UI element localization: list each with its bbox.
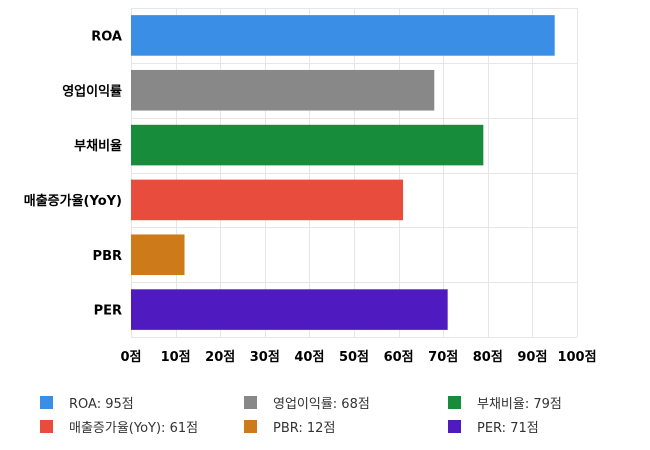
legend-item-debt-ratio: 부채비율: 79점 xyxy=(448,392,562,412)
x-tick-label: 80점 xyxy=(473,350,503,365)
tick-label-layer: 0점 10점 20점 30점 40점 50점 60점 70점 80점 90점 100점 xyxy=(120,350,596,365)
legend-swatch xyxy=(40,395,53,409)
x-tick-label: 100점 xyxy=(557,350,596,365)
legend-swatch xyxy=(40,419,53,433)
legend-swatch xyxy=(448,395,461,409)
category-label: PER xyxy=(94,304,122,319)
legend-label: 매출증가율(YoY): 61점 xyxy=(69,420,199,436)
category-label: 매출증가율(YoY) xyxy=(24,193,122,209)
x-tick-label: 20점 xyxy=(205,350,235,365)
legend-swatch xyxy=(244,419,257,433)
legend-item-roa: ROA: 95점 xyxy=(40,392,134,412)
x-tick-label: 0점 xyxy=(120,350,141,365)
x-tick-label: 90점 xyxy=(517,350,547,365)
x-tick-label: 30점 xyxy=(250,350,280,365)
legend-label: 영업이익률: 68점 xyxy=(273,396,370,412)
bar-4 xyxy=(131,234,185,276)
bar-layer xyxy=(131,15,555,330)
legend-swatch xyxy=(244,395,257,409)
category-label: PBR xyxy=(93,249,122,264)
legend: ROA: 95점 영업이익률: 68점 부채비율: 79점 매출증가율(YoY)… xyxy=(40,388,640,448)
bar-1 xyxy=(131,69,435,111)
legend-item-operating-margin: 영업이익률: 68점 xyxy=(244,392,370,412)
legend-label: PBR: 12점 xyxy=(273,420,336,436)
bar-3 xyxy=(131,179,404,221)
category-label: 영업이익률 xyxy=(62,83,122,99)
category-label: 부채비율 xyxy=(74,138,122,154)
legend-label: 부채비율: 79점 xyxy=(477,396,562,412)
legend-label: PER: 71점 xyxy=(477,420,539,436)
x-tick-label: 50점 xyxy=(339,350,369,365)
grid-layer xyxy=(131,8,578,338)
x-tick-label: 70점 xyxy=(428,350,458,365)
x-tick-label: 60점 xyxy=(384,350,414,365)
category-label: ROA xyxy=(91,29,122,44)
bar-5 xyxy=(131,289,448,330)
legend-label: ROA: 95점 xyxy=(69,396,134,412)
legend-item-per: PER: 71점 xyxy=(448,416,539,436)
bar-0 xyxy=(131,15,555,56)
legend-swatch xyxy=(448,419,461,433)
x-tick-label: 10점 xyxy=(161,350,191,365)
legend-item-sales-growth: 매출증가율(YoY): 61점 xyxy=(40,416,198,436)
x-tick-label: 40점 xyxy=(294,350,324,365)
bar-2 xyxy=(131,124,484,166)
legend-item-pbr: PBR: 12점 xyxy=(244,416,335,436)
